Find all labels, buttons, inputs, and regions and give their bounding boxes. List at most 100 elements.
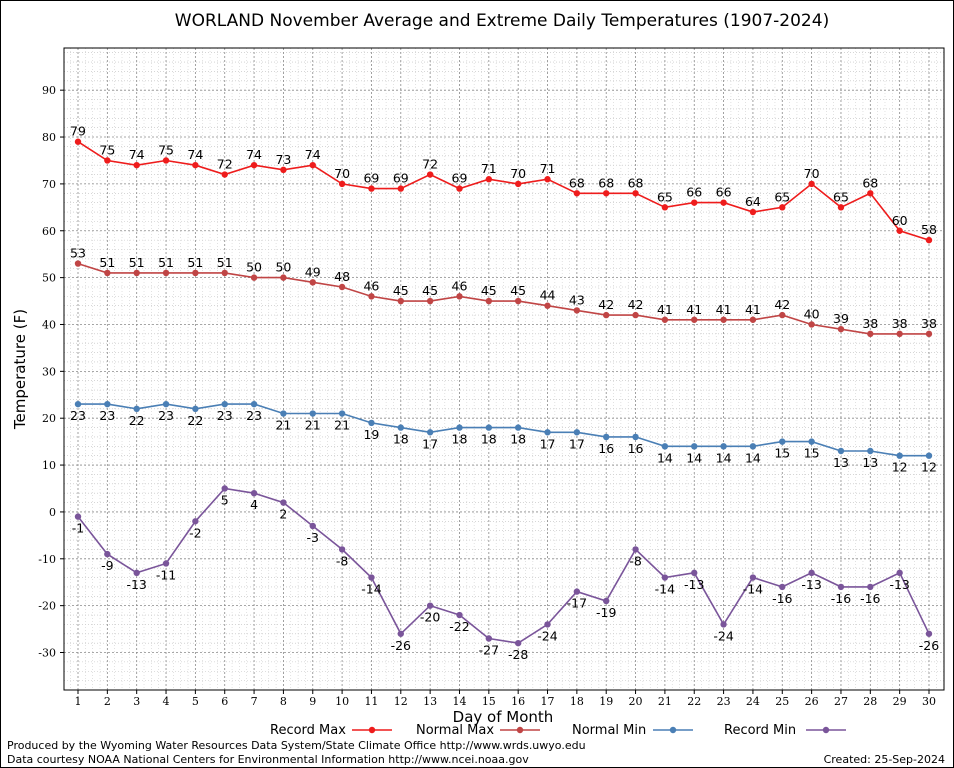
y-tick-label: 80 [42,131,56,144]
normal-max-data-label: 51 [158,255,174,270]
normal-min-point [514,424,522,431]
normal-max-data-label: 48 [334,269,350,284]
y-tick-label: 40 [42,318,56,331]
normal-max-point [104,269,111,277]
record-max-data-label: 65 [774,189,790,204]
record-max-data-label: 73 [275,152,291,167]
x-tick-label: 10 [335,695,349,708]
normal-min-data-label: 17 [540,436,556,451]
normal-min-point [74,400,82,408]
footer-produced-by: Produced by the Wyoming Water Resources … [7,739,586,752]
normal-min-point [779,438,786,445]
series [74,138,933,647]
normal-min-point [162,400,170,408]
record-max-line [77,141,930,241]
normal-min-point [426,429,434,436]
normal-max-point [749,316,757,323]
record-min-point [250,489,258,497]
x-tick-label: 14 [452,695,466,708]
normal-max-line [77,262,929,335]
record-min-point [925,630,933,637]
normal-max-point [808,321,815,328]
normal-min-data-label: 23 [70,408,86,423]
normal-max-data-label: 38 [921,316,937,331]
normal-min-data-label: 14 [686,450,702,465]
record-min-point [397,630,404,637]
normal-min-data-label: 13 [833,455,849,470]
normal-max-point [280,274,287,281]
record-max-data-label: 79 [70,124,86,139]
normal-min-point [867,447,874,455]
normal-max-data-label: 51 [217,255,233,270]
normal-max-data-label: 41 [657,302,673,317]
normal-min-data-label: 18 [510,432,526,447]
record-max-point [485,176,493,183]
record-max-point [104,157,111,164]
normal-min-data-label: 23 [158,408,174,423]
record-min-point [309,522,316,530]
normal-min-data-label: 17 [569,436,585,451]
record-max-data-label: 75 [99,142,115,157]
chart-title: WORLAND November Average and Extreme Dai… [175,11,829,31]
normal-min-point [338,410,346,417]
record-min-point [221,485,228,492]
record-max-point [867,190,874,197]
x-tick-label: 19 [599,695,613,708]
normal-min-data-label: 16 [628,441,644,456]
normal-min-point [221,400,228,408]
x-tick-label: 2 [104,695,111,708]
record-max-data-label: 71 [481,161,497,176]
record-min-data-label: -14 [743,582,763,597]
x-tick-label: 23 [717,695,731,708]
record-min-data-label: -19 [596,605,616,620]
record-max-data-label: 72 [422,157,438,172]
normal-max-data-label: 51 [187,255,203,270]
normal-min-point [192,405,199,413]
normal-max-point [720,316,727,323]
x-tick-label: 3 [133,695,140,708]
x-tick-label: 29 [893,695,907,708]
normal-min-data-label: 12 [892,460,908,475]
record-min-data-label: -13 [684,577,704,592]
record-min-data-label: -24 [537,628,557,643]
x-tick-label: 26 [805,695,819,708]
record-min-point [749,574,757,581]
record-min-point [632,546,639,553]
record-max-data-label: 68 [862,175,878,190]
x-tick-label: 7 [251,695,258,708]
normal-max-point [691,316,698,323]
normal-min-data-label: 16 [598,441,614,456]
legend-label-record-max: Record Max [270,723,346,738]
normal-min-data-label: 21 [334,418,350,433]
record-max-data-label: 69 [393,171,409,186]
normal-max-point [573,307,581,314]
record-max-point [749,208,757,216]
record-min-data-label: -20 [420,610,440,625]
normal-min-data-label: 23 [99,408,115,423]
record-min-point [896,569,903,577]
record-min-data-label: -1 [72,521,84,536]
record-max-point [661,204,669,211]
record-min-data-label: -27 [479,642,499,657]
x-tick-label: 24 [746,695,760,708]
legend-marker-normal-min [669,726,677,734]
normal-min-data-label: 14 [657,450,673,465]
normal-max-point [485,297,493,305]
y-axis-label: Temperature (F) [11,309,29,430]
record-min-data-label: -9 [101,558,114,573]
normal-min-data-label: 15 [774,446,790,461]
normal-max-point [192,269,199,277]
normal-max-data-label: 51 [99,255,115,270]
record-max-point [720,199,727,206]
normal-max-point [896,330,903,338]
normal-min-data-label: 23 [246,408,262,423]
x-tick-label: 9 [309,695,316,708]
normal-min-point [397,424,404,431]
record-min-data-label: -11 [156,567,176,582]
record-max-point [192,161,199,169]
normal-min-point [368,419,375,427]
record-max-data-label: 69 [452,171,468,186]
x-tick-label: 30 [922,695,936,708]
record-min-data-label: -13 [889,577,909,592]
record-max-point [250,161,258,169]
